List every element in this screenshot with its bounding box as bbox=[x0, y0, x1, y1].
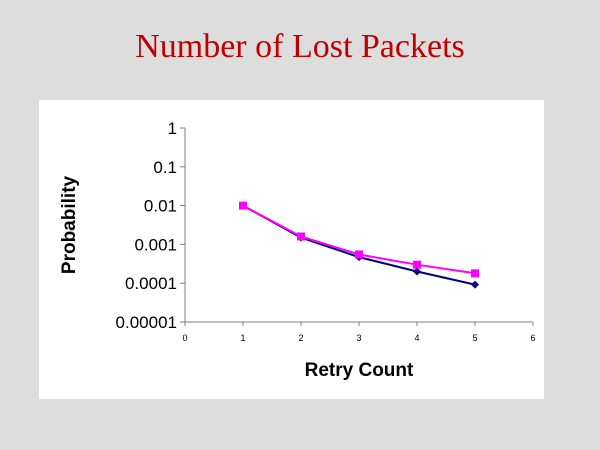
y-tick-label: 0.001 bbox=[134, 235, 177, 254]
slide-title: Number of Lost Packets bbox=[135, 28, 465, 65]
x-tick-label: 5 bbox=[472, 333, 477, 343]
chart-panel: 1 0.1 0.01 0.001 0.0001 0.00001 0 1 2 3 4 5 6 Proba… bbox=[39, 100, 544, 399]
x-axis-title: Retry Count bbox=[305, 360, 414, 381]
y-tick-label: 0.0001 bbox=[125, 274, 177, 293]
y-axis-title: Probability bbox=[59, 175, 80, 274]
series-layer bbox=[239, 201, 479, 289]
series-1-line bbox=[242, 204, 476, 286]
series-2-point bbox=[239, 201, 247, 210]
x-axis-ticks: 0 1 2 3 4 5 6 bbox=[182, 322, 536, 343]
y-tick-label: 0.1 bbox=[153, 158, 177, 177]
x-tick-label: 1 bbox=[240, 333, 245, 343]
x-tick-label: 4 bbox=[414, 333, 419, 343]
line-chart: 1 0.1 0.01 0.001 0.0001 0.00001 0 1 2 3 4 5 6 Proba… bbox=[59, 119, 536, 381]
x-tick-label: 3 bbox=[356, 333, 361, 343]
x-tick-label: 2 bbox=[298, 333, 303, 343]
x-tick-label: 0 bbox=[182, 333, 187, 343]
y-axis-ticks: 1 0.1 0.01 0.001 0.0001 0.00001 bbox=[116, 119, 185, 332]
series-1-point bbox=[413, 267, 421, 276]
y-tick-label: 1 bbox=[168, 119, 177, 138]
series-2-point bbox=[471, 269, 479, 278]
series-2-point bbox=[355, 250, 363, 259]
y-tick-label: 0.00001 bbox=[116, 313, 177, 332]
series-2-point bbox=[413, 260, 421, 269]
series-2-line bbox=[242, 204, 476, 275]
series-1-point bbox=[471, 280, 479, 289]
series-2-point bbox=[297, 232, 305, 241]
y-tick-label: 0.01 bbox=[144, 197, 177, 216]
x-tick-label: 6 bbox=[530, 333, 535, 343]
